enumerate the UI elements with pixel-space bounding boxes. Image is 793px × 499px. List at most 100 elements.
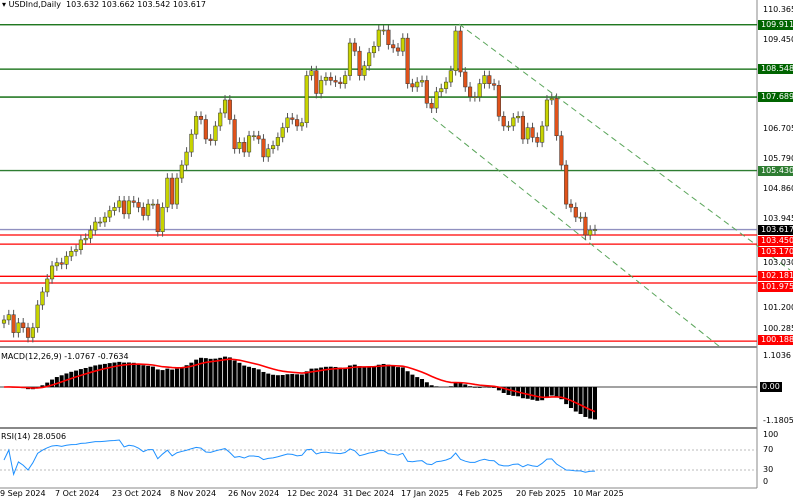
candle bbox=[213, 125, 218, 141]
candle bbox=[472, 96, 477, 98]
candle bbox=[573, 207, 578, 218]
candle bbox=[88, 229, 93, 239]
macd-histogram-bar bbox=[150, 366, 155, 387]
macd-histogram-bar bbox=[295, 374, 300, 387]
candle bbox=[59, 262, 64, 265]
macd-histogram-bar bbox=[280, 374, 285, 387]
candle bbox=[564, 164, 569, 205]
macd-histogram-bar bbox=[98, 364, 103, 387]
candle bbox=[395, 47, 401, 52]
macd-histogram-bar bbox=[203, 358, 208, 387]
candle bbox=[492, 83, 497, 86]
candle bbox=[347, 42, 353, 76]
level-price-label: 102.181 bbox=[758, 271, 793, 282]
date-label: 26 Nov 2024 bbox=[228, 489, 280, 498]
macd-histogram-bar bbox=[544, 387, 549, 398]
candle bbox=[54, 262, 59, 267]
macd-histogram-bar bbox=[386, 364, 391, 387]
candle bbox=[141, 207, 146, 216]
candle bbox=[540, 125, 545, 143]
candle bbox=[319, 80, 324, 94]
candle bbox=[1, 319, 7, 324]
candle bbox=[583, 216, 588, 236]
macd-histogram-bar bbox=[247, 366, 252, 387]
candle bbox=[11, 314, 16, 333]
macd-histogram-bar bbox=[501, 387, 506, 393]
macd-histogram-bar bbox=[155, 369, 160, 387]
macd-histogram-bar bbox=[232, 360, 237, 387]
macd-histogram-bar bbox=[578, 387, 583, 415]
macd-histogram-bar bbox=[583, 387, 588, 417]
candle bbox=[506, 125, 511, 128]
candle bbox=[516, 115, 521, 119]
macd-histogram-bar bbox=[323, 366, 328, 387]
candle bbox=[246, 135, 252, 153]
macd-histogram-bar bbox=[45, 382, 50, 387]
candle bbox=[242, 142, 247, 153]
candle bbox=[295, 119, 300, 127]
date-label: 12 Dec 2024 bbox=[287, 489, 339, 498]
candle bbox=[333, 80, 338, 83]
macd-histogram-bar bbox=[434, 386, 439, 387]
macd-histogram-bar bbox=[107, 363, 112, 387]
candle bbox=[131, 200, 136, 203]
ohlc-values: 103.632 103.662 103.542 103.617 bbox=[66, 0, 207, 9]
candle bbox=[309, 70, 314, 76]
date-label: 23 Oct 2024 bbox=[112, 489, 162, 498]
candle bbox=[381, 29, 386, 32]
candle bbox=[184, 151, 189, 166]
trend-channel-lower bbox=[432, 117, 721, 348]
rsi-tick: 0 bbox=[763, 477, 769, 486]
candle bbox=[112, 207, 117, 211]
macd-histogram-bar bbox=[78, 369, 83, 387]
candle bbox=[237, 142, 242, 150]
macd-histogram-bar bbox=[420, 379, 425, 387]
candle bbox=[568, 203, 574, 208]
candle bbox=[530, 127, 535, 138]
macd-histogram-bar bbox=[146, 365, 151, 387]
candle bbox=[102, 216, 107, 223]
candle bbox=[227, 99, 232, 120]
candle bbox=[290, 117, 295, 120]
rsi-label: RSI(14) 28.0506 bbox=[1, 432, 67, 441]
macd-histogram-bar bbox=[453, 382, 458, 387]
macd-histogram-bar bbox=[218, 357, 223, 387]
macd-histogram-bar bbox=[242, 365, 247, 387]
candle bbox=[328, 76, 333, 81]
macd-label: MACD(12,26,9) -1.0767 -0.7634 bbox=[1, 352, 129, 361]
macd-histogram-bar bbox=[362, 366, 367, 387]
candle bbox=[501, 115, 506, 127]
candle bbox=[362, 65, 367, 76]
macd-histogram-bar bbox=[472, 387, 477, 388]
macd-histogram-bar bbox=[535, 387, 540, 401]
candle bbox=[511, 117, 516, 127]
candle bbox=[160, 207, 165, 233]
candle bbox=[174, 177, 180, 205]
macd-histogram-bar bbox=[554, 387, 559, 397]
candle bbox=[410, 83, 415, 88]
macd-histogram-bar bbox=[74, 370, 79, 387]
macd-histogram-bar bbox=[319, 367, 324, 387]
macd-histogram-bar bbox=[371, 366, 376, 387]
macd-histogram-bar bbox=[309, 368, 314, 387]
candle bbox=[146, 203, 151, 216]
candle bbox=[405, 37, 410, 84]
candle bbox=[463, 71, 468, 88]
macd-histogram-bar bbox=[227, 357, 232, 387]
candle bbox=[323, 76, 328, 81]
macd-histogram-bar bbox=[506, 387, 511, 395]
candle bbox=[338, 81, 343, 84]
candle bbox=[376, 29, 381, 47]
macd-histogram-bar bbox=[573, 387, 578, 412]
macd-histogram-bar bbox=[540, 387, 545, 401]
macd-histogram-bar bbox=[275, 375, 280, 387]
macd-histogram-bar bbox=[357, 366, 362, 387]
macd-histogram-bar bbox=[299, 374, 304, 387]
macd-histogram-bar bbox=[179, 367, 184, 387]
macd-histogram-bar bbox=[271, 374, 276, 387]
date-label: 10 Mar 2025 bbox=[573, 489, 624, 498]
macd-histogram-bar bbox=[199, 357, 203, 387]
macd-histogram-bar bbox=[50, 379, 55, 387]
